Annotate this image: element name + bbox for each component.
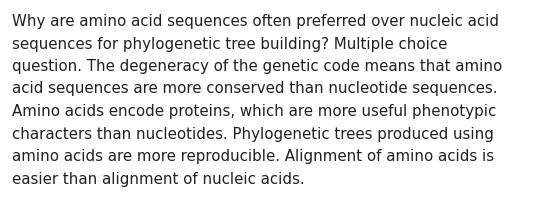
Text: Why are amino acid sequences often preferred over nucleic acid: Why are amino acid sequences often prefe… (12, 14, 499, 29)
Text: sequences for phylogenetic tree building? Multiple choice: sequences for phylogenetic tree building… (12, 37, 448, 51)
Text: acid sequences are more conserved than nucleotide sequences.: acid sequences are more conserved than n… (12, 82, 498, 97)
Text: question. The degeneracy of the genetic code means that amino: question. The degeneracy of the genetic … (12, 59, 502, 74)
Text: easier than alignment of nucleic acids.: easier than alignment of nucleic acids. (12, 172, 305, 186)
Text: characters than nucleotides. Phylogenetic trees produced using: characters than nucleotides. Phylogeneti… (12, 126, 494, 141)
Text: amino acids are more reproducible. Alignment of amino acids is: amino acids are more reproducible. Align… (12, 149, 494, 164)
Text: Amino acids encode proteins, which are more useful phenotypic: Amino acids encode proteins, which are m… (12, 104, 496, 119)
